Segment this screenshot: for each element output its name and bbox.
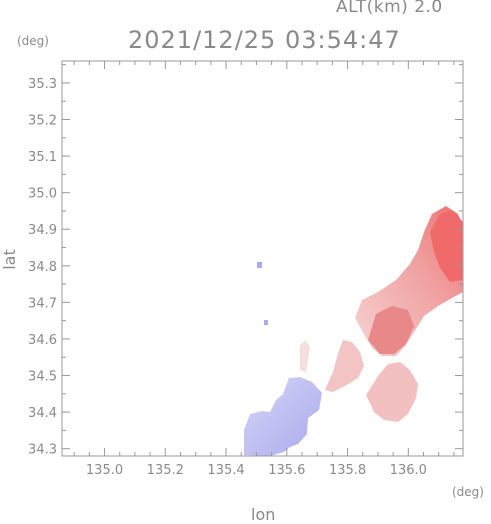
- plot-frame: [61, 60, 464, 457]
- y-tick-label: 35.2: [28, 114, 57, 129]
- echo-blue-south: [244, 377, 322, 456]
- echo-layer: [244, 206, 463, 456]
- echo-red-tip: [430, 210, 463, 282]
- y-unit-label: (deg): [17, 34, 49, 48]
- y-tick-label: 35.0: [28, 187, 57, 202]
- echo-blue-dot-1: [257, 262, 262, 268]
- x-tick-label: 135.2: [147, 463, 184, 478]
- echo-pink-faint: [300, 340, 310, 372]
- x-tick-label: 136.0: [390, 463, 427, 478]
- x-axis-label: lon: [251, 505, 276, 524]
- y-tick-label: 34.8: [28, 260, 57, 275]
- x-axis-ticks: 135.0 135.2 135.4 135.6 135.8 136.0: [73, 61, 455, 478]
- y-tick-label: 35.1: [28, 150, 57, 165]
- echo-blue-dot-2: [264, 320, 268, 325]
- x-tick-label: 135.4: [207, 463, 244, 478]
- y-tick-label: 34.4: [28, 406, 57, 421]
- altitude-label: ALT(km) 2.0: [336, 0, 443, 17]
- x-tick-label: 135.6: [268, 463, 305, 478]
- echo-pink-south: [366, 362, 418, 422]
- y-tick-label: 35.3: [28, 77, 57, 92]
- y-tick-label: 34.5: [28, 370, 57, 385]
- echo-red-core: [368, 306, 414, 354]
- y-axis-ticks: 34.3 34.4 34.5 34.6 34.7 34.8 34.9 35.0 35.1 35.2…: [28, 64, 463, 458]
- y-tick-label: 34.3: [28, 443, 57, 458]
- y-tick-label: 34.7: [28, 296, 57, 311]
- x-tick-label: 135.8: [329, 463, 366, 478]
- timestamp: 2021/12/25 03:54:47: [128, 26, 401, 54]
- x-tick-label: 135.0: [86, 463, 123, 478]
- x-unit-label: (deg): [452, 485, 484, 499]
- echo-pink-west: [325, 340, 364, 392]
- y-tick-label: 34.9: [28, 223, 57, 238]
- y-tick-label: 34.6: [28, 333, 57, 348]
